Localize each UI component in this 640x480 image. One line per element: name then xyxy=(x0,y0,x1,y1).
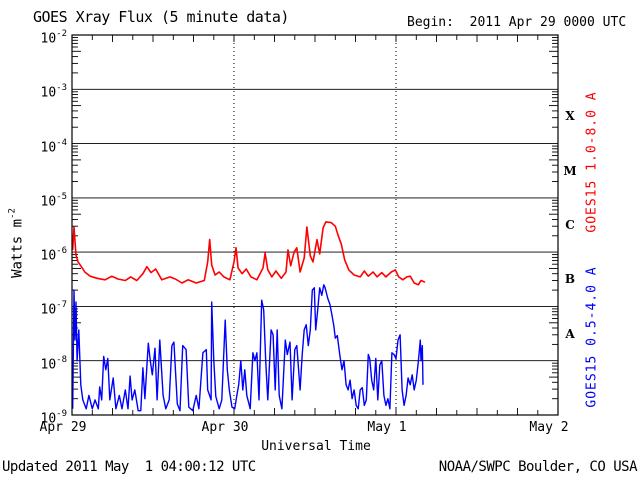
y-axis-title-exponent: -2 xyxy=(7,208,18,219)
x-tick-label: May 2 xyxy=(529,420,569,435)
y-tick-label: 10-3 xyxy=(40,83,68,101)
series-line-short-band xyxy=(72,284,424,412)
flare-class-letter-b: B xyxy=(564,272,576,287)
series-label-short-band: GOES15 0.5-4.0 A xyxy=(584,266,600,408)
y-axis-title-text: Watts m xyxy=(9,218,26,278)
y-tick-label: 10-8 xyxy=(40,354,68,373)
flare-class-letter-m: M xyxy=(563,163,577,178)
y-axis-title: Watts m-2 xyxy=(7,208,26,278)
y-tick-label: 10-5 xyxy=(40,191,68,210)
y-tick-label: 10-9 xyxy=(40,409,68,427)
flare-class-letter-c: C xyxy=(565,218,575,232)
series-line-long-band xyxy=(71,221,426,286)
x-tick-label: May 1 xyxy=(367,420,407,435)
flare-class-letter-x: X xyxy=(565,109,575,124)
y-tick-label: 10-2 xyxy=(40,29,68,47)
chart-title: GOES Xray Flux (5 minute data) xyxy=(33,8,289,26)
plot-frame xyxy=(71,34,559,416)
y-tick-label: 10-6 xyxy=(40,246,68,264)
flare-class-letter-a: A xyxy=(565,326,575,341)
updated-timestamp: Updated 2011 May 1 04:00:12 UTC xyxy=(2,459,256,475)
x-tick-label: Apr 30 xyxy=(201,420,249,435)
y-tick-label: 10-4 xyxy=(40,137,68,155)
series-label-long-band: GOES15 1.0-8.0 A xyxy=(584,91,600,233)
source-credit: NOAA/SWPC Boulder, CO USA xyxy=(438,459,638,475)
x-axis-title: Universal Time xyxy=(261,439,371,454)
y-tick-label: 10-7 xyxy=(40,300,68,318)
x-tick-label: Apr 29 xyxy=(39,420,87,435)
begin-timestamp: Begin: 2011 Apr 29 0000 UTC xyxy=(407,15,627,30)
